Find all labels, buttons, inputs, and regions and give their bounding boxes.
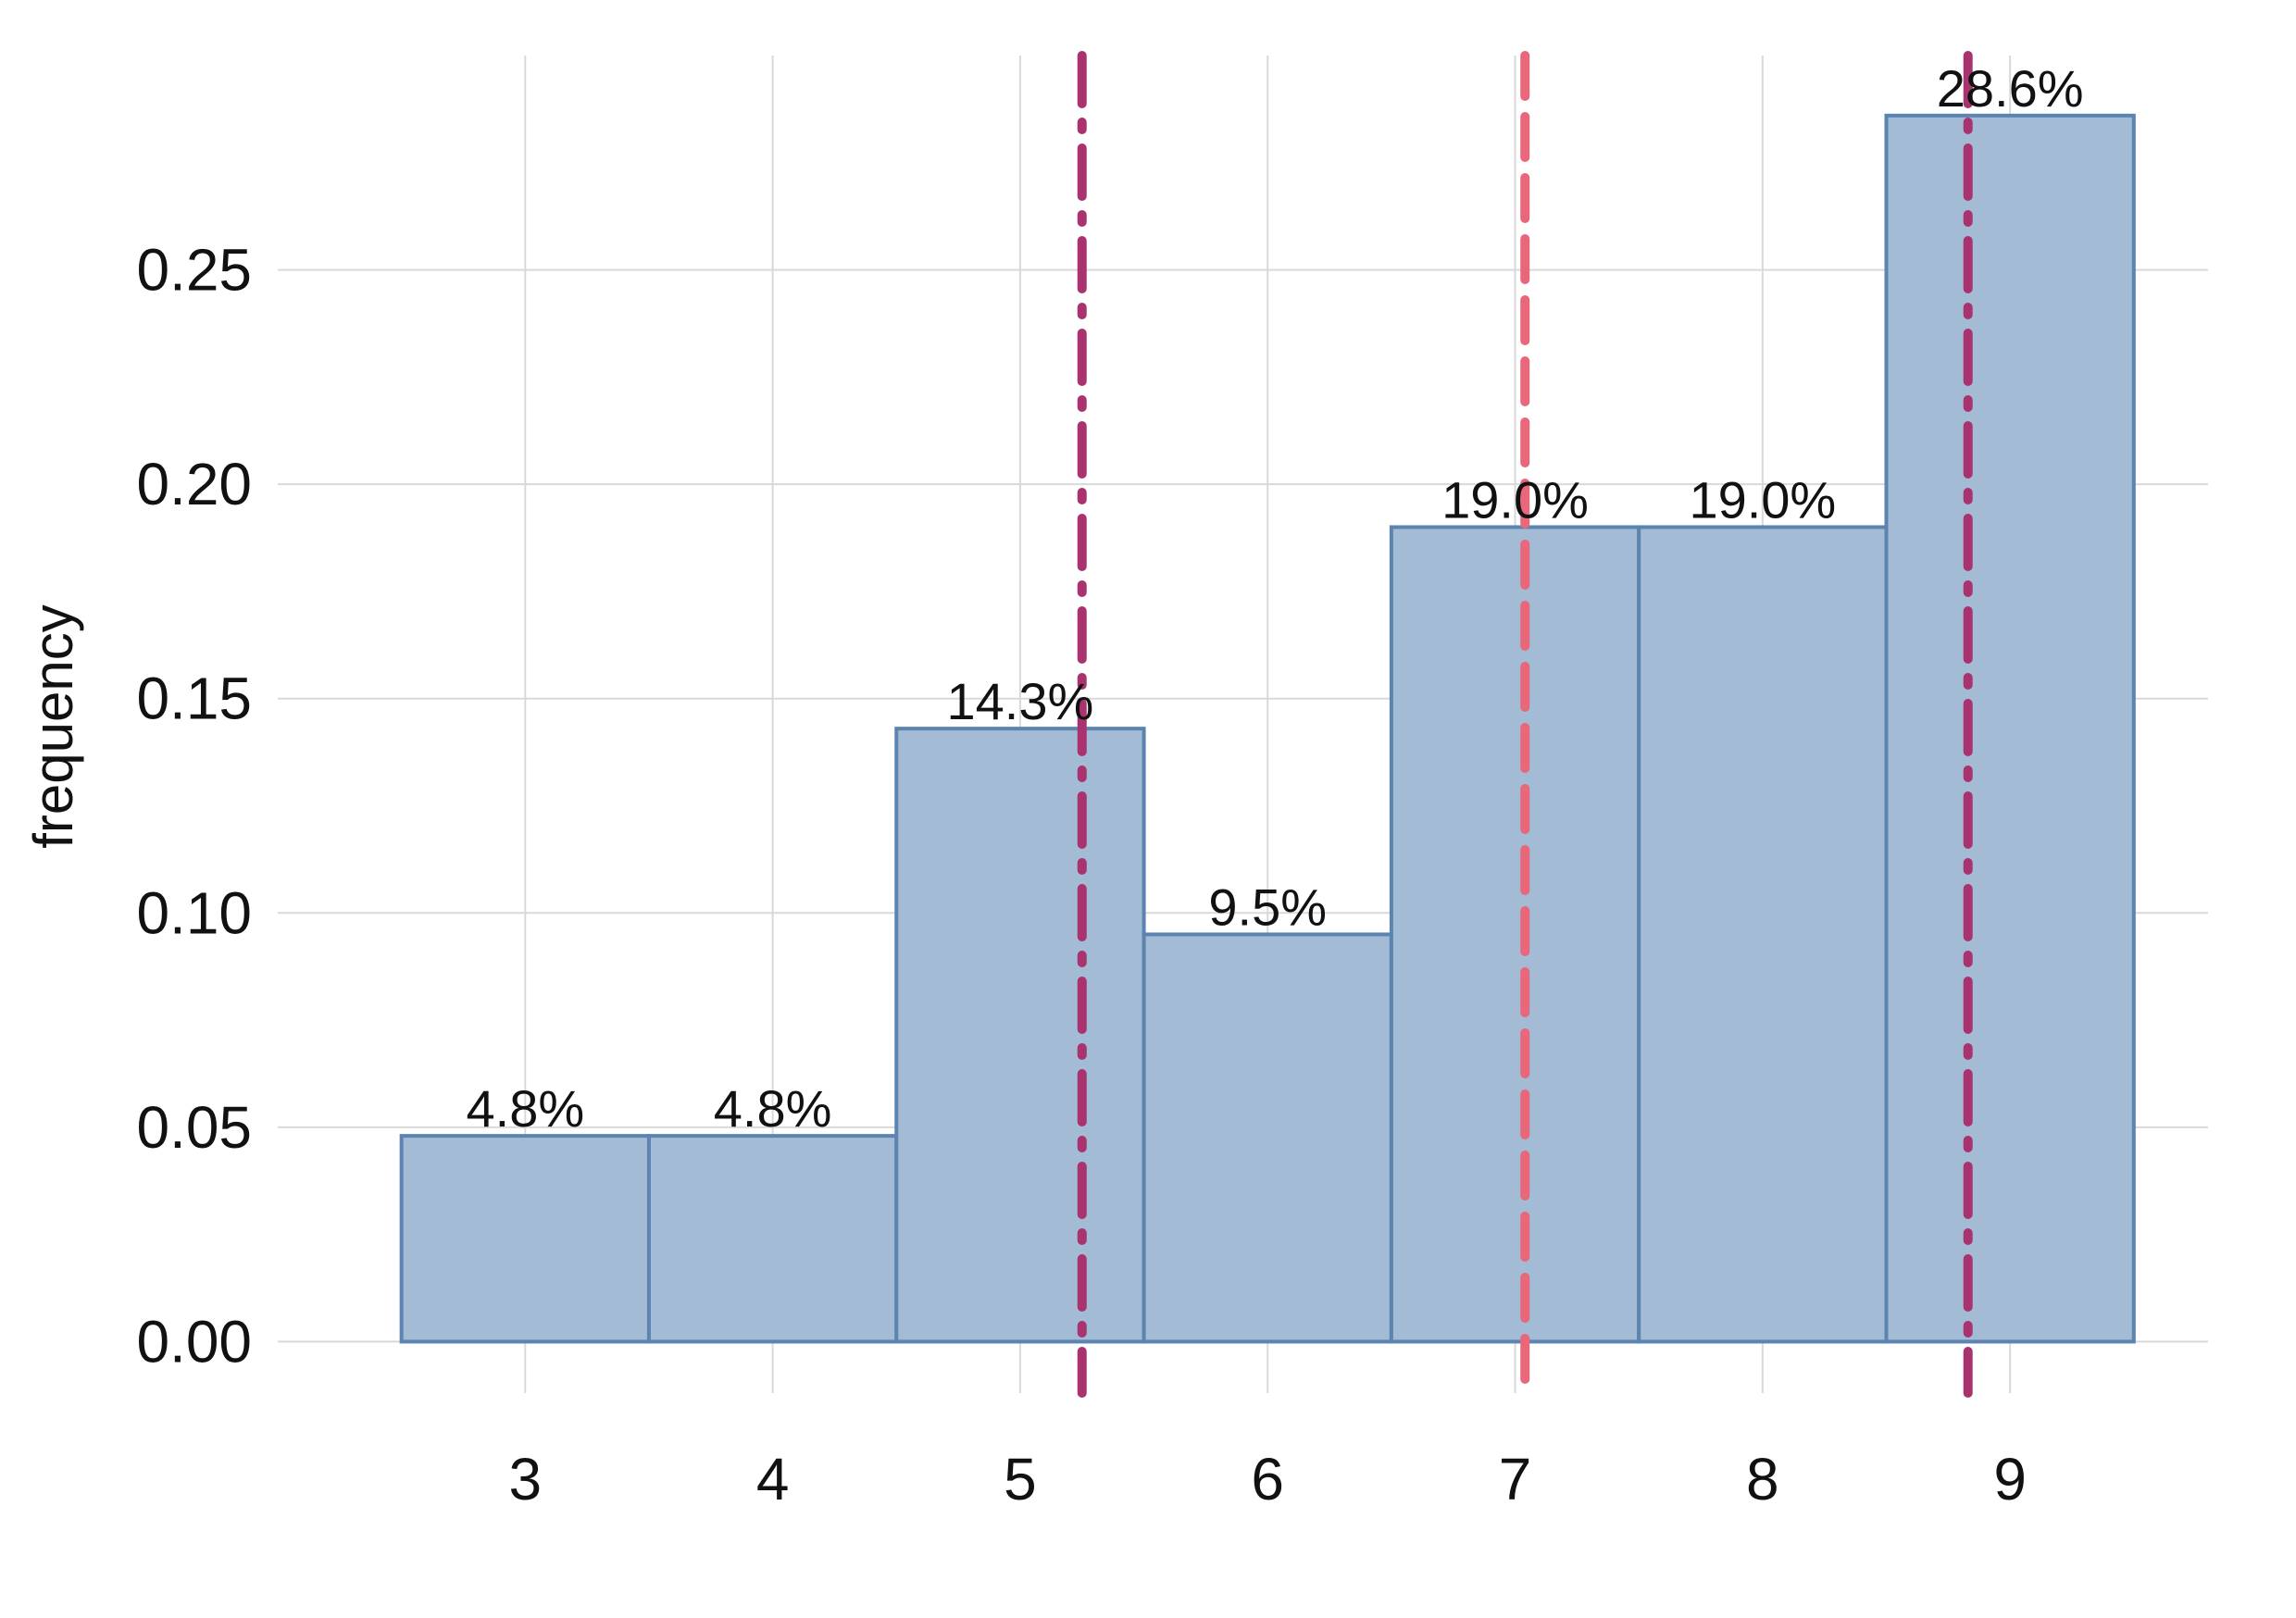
reference-lines-layer xyxy=(1077,51,1973,1398)
histogram-bar xyxy=(399,1134,651,1344)
x-tick-label: 3 xyxy=(509,1446,543,1512)
y-tick-label: 0.00 xyxy=(136,1308,252,1375)
bar-value-label: 14.3% xyxy=(947,672,1094,730)
x-tick-label: 4 xyxy=(756,1446,790,1512)
bar-value-label: 4.8% xyxy=(466,1079,584,1138)
histogram-bar xyxy=(894,727,1146,1344)
y-tick-label: 0.05 xyxy=(136,1094,252,1161)
x-tick-label: 9 xyxy=(1993,1446,2027,1512)
histogram-bar xyxy=(1142,932,1393,1344)
y-axis-title: frequency xyxy=(22,604,84,849)
y-tick-label: 0.20 xyxy=(136,451,252,517)
bars-layer xyxy=(399,113,2136,1344)
x-tick-label: 8 xyxy=(1746,1446,1779,1512)
tick-labels-layer: 0.00 0.05 0.10 0.15 0.20 0.25 3 4 5 6 7 8 9 xyxy=(136,237,2027,1512)
bar-value-label: 19.0% xyxy=(1689,470,1836,529)
histogram-bar xyxy=(1389,525,1641,1344)
bar-value-label: 9.5% xyxy=(1208,877,1327,936)
y-tick-label: 0.10 xyxy=(136,879,252,946)
y-tick-label: 0.25 xyxy=(136,237,252,304)
bar-value-label: 4.8% xyxy=(714,1079,832,1138)
x-tick-label: 6 xyxy=(1251,1446,1284,1512)
x-tick-label: 7 xyxy=(1499,1446,1532,1512)
histogram-bar xyxy=(1884,113,2136,1344)
bar-value-label: 28.6% xyxy=(1937,59,2084,118)
y-tick-label: 0.15 xyxy=(136,666,252,732)
histogram-bar xyxy=(1637,525,1889,1344)
x-tick-label: 5 xyxy=(1004,1446,1037,1512)
histogram-bar xyxy=(646,1134,899,1344)
bar-value-label: 19.0% xyxy=(1441,470,1589,529)
data-labels-layer: 4.8% 4.8% 14.3% 9.5% 19.0% 19.0% 28.6% xyxy=(466,59,2083,1138)
